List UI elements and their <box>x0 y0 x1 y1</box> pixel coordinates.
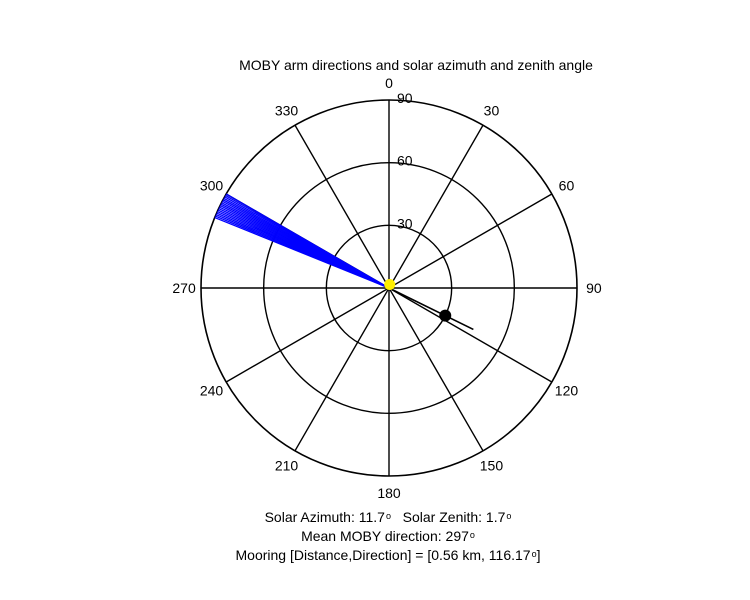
chart-footer: Solar Azimuth: 11.7o Solar Zenith: 1.7o … <box>0 507 750 564</box>
angle-tick-label: 210 <box>275 457 299 473</box>
angle-tick-label: 330 <box>275 103 299 119</box>
radial-tick-label: 90 <box>397 90 413 106</box>
mooring-text-end: ] <box>536 547 541 563</box>
radial-tick-label: 60 <box>397 153 413 169</box>
solar-zenith-text: Solar Zenith: 1.7 <box>402 509 506 525</box>
mean-moby-direction-text: Mean MOBY direction: 297 <box>301 528 469 544</box>
degree-symbol: o <box>531 549 537 559</box>
angle-tick-label: 60 <box>559 178 575 194</box>
chart-markers <box>384 279 474 331</box>
sun-position-marker <box>384 279 396 291</box>
angle-tick-label: 150 <box>480 457 504 473</box>
angle-tick-label: 300 <box>200 178 224 194</box>
degree-symbol: o <box>506 511 512 521</box>
solar-angles-line: Solar Azimuth: 11.7o Solar Zenith: 1.7o <box>0 507 750 526</box>
degree-symbol: o <box>385 511 391 521</box>
solar-azimuth-text: Solar Azimuth: 11.7 <box>264 509 385 525</box>
angle-tick-label: 120 <box>555 382 579 398</box>
mooring-direction-line <box>388 287 474 331</box>
angle-tick-label: 270 <box>172 280 196 296</box>
angle-tick-label: 30 <box>484 103 500 119</box>
angular-tick-labels: 0 30 60 90 120 150 180 210 240 270 300 330 <box>172 75 602 501</box>
angle-tick-label: 180 <box>377 485 401 501</box>
radial-tick-labels: 30 60 90 <box>397 90 413 231</box>
angle-tick-label: 240 <box>200 382 224 398</box>
chart-title: MOBY arm directions and solar azimuth an… <box>239 57 593 73</box>
mooring-line: Mooring [Distance,Direction] = [0.56 km,… <box>0 545 750 564</box>
angle-tick-label: 0 <box>385 75 393 91</box>
moby-arm-line <box>225 193 390 289</box>
radial-tick-label: 30 <box>397 215 413 231</box>
mean-direction-line: Mean MOBY direction: 297o <box>0 526 750 545</box>
degree-symbol: o <box>469 530 475 540</box>
moby-arm-directions <box>214 193 390 289</box>
angle-tick-label: 90 <box>586 280 602 296</box>
mooring-marker <box>439 309 452 322</box>
mooring-text: Mooring [Distance,Direction] = [0.56 km,… <box>235 547 531 563</box>
